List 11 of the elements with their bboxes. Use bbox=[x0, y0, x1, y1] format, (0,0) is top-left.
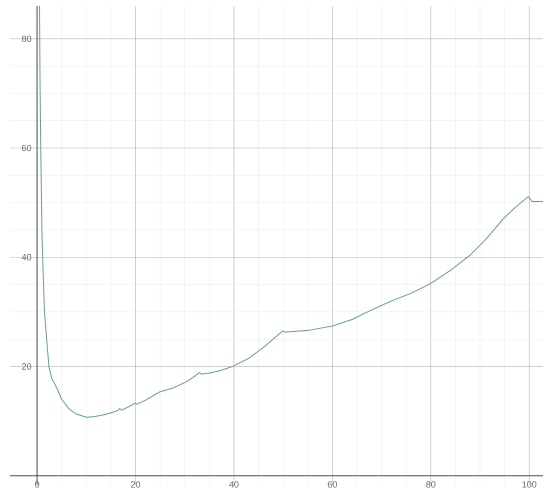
y-tick-label: 40 bbox=[22, 254, 32, 260]
line-series bbox=[39, 6, 543, 418]
y-tick-label: 20 bbox=[22, 363, 32, 370]
y-tick-label: 60 bbox=[22, 144, 32, 152]
y-tick-label: 80 bbox=[22, 36, 32, 42]
x-tick-label: 20 bbox=[130, 481, 140, 488]
x-tick-label: 0 bbox=[34, 481, 40, 488]
x-tick-label: 80 bbox=[426, 481, 436, 488]
x-tick-label: 60 bbox=[328, 481, 338, 488]
x-tick-label: 40 bbox=[229, 481, 239, 488]
x-tick-label: 100 bbox=[522, 481, 536, 488]
